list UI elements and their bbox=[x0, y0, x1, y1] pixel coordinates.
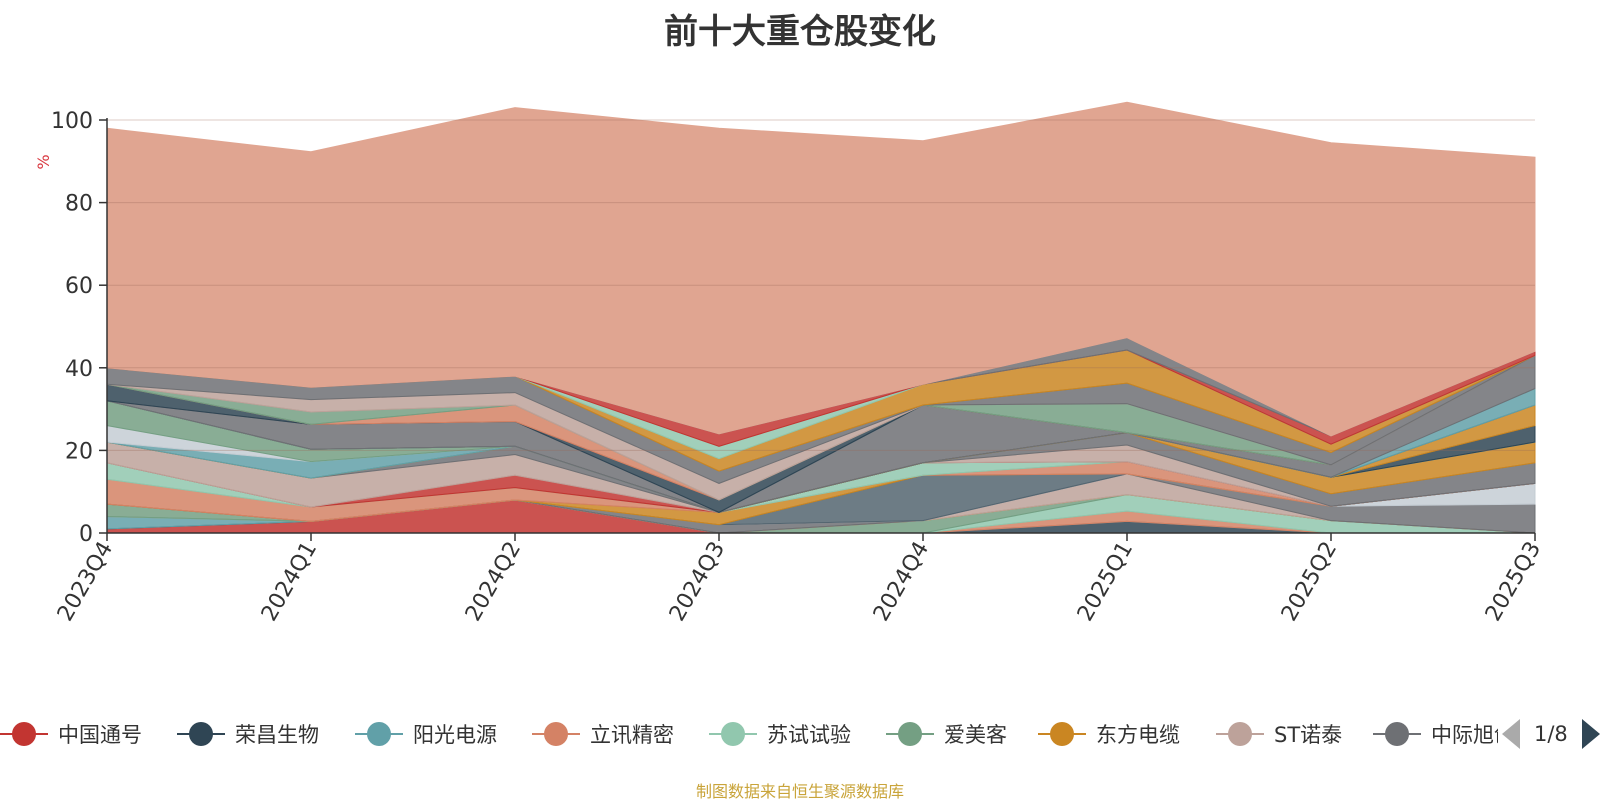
x-tick-label: 2025Q2 bbox=[1277, 538, 1342, 626]
legend-label: 中国通号 bbox=[58, 723, 142, 747]
legend-marker-icon bbox=[1038, 722, 1086, 746]
legend-marker-icon bbox=[886, 722, 934, 746]
legend-marker-icon bbox=[355, 722, 403, 746]
y-tick-label: 80 bbox=[65, 192, 93, 217]
legend-pager: 1/8 bbox=[1498, 716, 1600, 752]
chart-title: 前十大重仓股变化 bbox=[664, 12, 936, 52]
y-tick-label: 20 bbox=[65, 439, 93, 464]
y-tick-label: 40 bbox=[65, 357, 93, 382]
legend-marker-icon bbox=[1216, 722, 1264, 746]
y-tick-label: 60 bbox=[65, 274, 93, 299]
legend-marker-icon bbox=[709, 722, 757, 746]
legend-label: 阳光电源 bbox=[413, 723, 497, 747]
x-tick-label: 2023Q4 bbox=[53, 538, 118, 626]
legend: 中国通号 荣昌生物 阳光电源 立讯精密 苏试试验 爱美客 东方电缆 ST诺泰 中际旭创 bbox=[0, 716, 1600, 752]
x-tick-label: 2024Q2 bbox=[461, 538, 526, 626]
legend-page-indicator: 1/8 bbox=[1534, 722, 1568, 746]
series-area-35 bbox=[106, 101, 1536, 437]
y-axis-label: % bbox=[34, 154, 53, 169]
legend-item[interactable]: 立讯精密 bbox=[532, 716, 674, 752]
x-tick-label: 2024Q3 bbox=[665, 538, 730, 626]
source-note: 制图数据来自恒生聚源数据库 bbox=[695, 782, 904, 800]
stacked-areas bbox=[106, 101, 1536, 534]
legend-label: ST诺泰 bbox=[1274, 723, 1343, 747]
legend-label: 苏试试验 bbox=[767, 723, 851, 747]
legend-marker-icon bbox=[177, 722, 225, 746]
legend-item[interactable]: 中际旭创 bbox=[1373, 716, 1515, 752]
legend-item[interactable]: 阳光电源 bbox=[355, 716, 497, 752]
legend-item[interactable]: 苏试试验 bbox=[709, 716, 851, 752]
legend-marker-icon bbox=[532, 722, 580, 746]
x-tick-label: 2025Q1 bbox=[1073, 538, 1138, 626]
legend-marker-icon bbox=[1373, 722, 1421, 746]
legend-item[interactable]: 东方电缆 bbox=[1038, 716, 1180, 752]
legend-label: 东方电缆 bbox=[1096, 723, 1180, 747]
x-tick-label: 2024Q4 bbox=[869, 538, 934, 626]
legend-prev-page-icon[interactable] bbox=[1502, 719, 1520, 749]
legend-label: 爱美客 bbox=[944, 723, 1007, 747]
legend-item[interactable]: 荣昌生物 bbox=[177, 716, 319, 752]
y-tick-label: 100 bbox=[51, 109, 93, 134]
grid-lines bbox=[107, 119, 1535, 451]
x-tick-label: 2024Q1 bbox=[257, 538, 322, 626]
legend-marker-icon bbox=[0, 722, 48, 746]
x-tick-label: 2025Q3 bbox=[1481, 538, 1546, 626]
legend-item[interactable]: 爱美客 bbox=[886, 716, 1007, 752]
y-tick-label: 0 bbox=[79, 522, 93, 547]
legend-item[interactable]: ST诺泰 bbox=[1216, 716, 1342, 752]
legend-label: 荣昌生物 bbox=[235, 723, 319, 747]
legend-label: 立讯精密 bbox=[590, 723, 674, 747]
legend-item[interactable]: 中国通号 bbox=[0, 716, 142, 752]
legend-next-page-icon[interactable] bbox=[1581, 719, 1600, 749]
